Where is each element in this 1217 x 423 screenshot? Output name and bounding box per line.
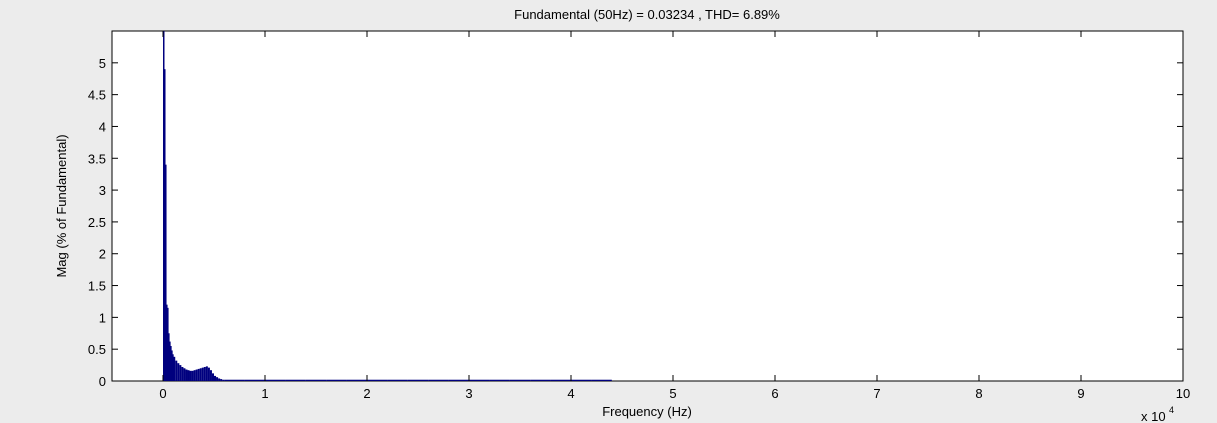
x-tick-label: 4 xyxy=(567,386,574,401)
bar xyxy=(207,367,210,381)
x-multiplier: x 10 xyxy=(1141,409,1166,423)
x-multiplier-exponent: 4 xyxy=(1169,405,1174,415)
bar xyxy=(170,346,172,381)
bar xyxy=(305,379,327,381)
bar xyxy=(591,379,612,381)
bar xyxy=(220,379,223,381)
bar xyxy=(187,370,190,381)
bar xyxy=(571,379,592,381)
bar xyxy=(265,379,286,381)
x-tick-label: 10 xyxy=(1176,386,1190,401)
bar xyxy=(193,370,196,381)
bar xyxy=(367,379,388,381)
bar xyxy=(222,379,225,381)
bar xyxy=(195,369,198,381)
y-tick-label: 0.5 xyxy=(88,342,106,357)
bar xyxy=(175,360,178,381)
bar xyxy=(509,379,531,381)
x-tick-label: 3 xyxy=(465,386,472,401)
y-tick-label: 4 xyxy=(99,119,106,134)
bar xyxy=(197,368,200,381)
bar xyxy=(469,379,490,381)
y-tick-label: 5 xyxy=(99,56,106,71)
bar xyxy=(173,356,176,381)
x-tick-label: 8 xyxy=(975,386,982,401)
bar xyxy=(189,370,192,381)
bar xyxy=(387,379,408,381)
bar xyxy=(209,370,212,381)
y-tick-label: 0 xyxy=(99,374,106,389)
bar xyxy=(244,379,265,381)
bar xyxy=(224,379,245,381)
bar xyxy=(530,379,551,381)
bar xyxy=(177,363,180,381)
x-tick-label: 0 xyxy=(159,386,166,401)
y-axis-label: Mag (% of Fundamental) xyxy=(54,134,69,277)
y-tick-label: 3 xyxy=(99,183,106,198)
bar xyxy=(168,333,170,381)
bar xyxy=(205,366,208,381)
bar xyxy=(216,377,219,381)
bar xyxy=(489,379,510,381)
x-tick-label: 9 xyxy=(1077,386,1084,401)
bar xyxy=(428,379,449,381)
bar xyxy=(214,375,217,381)
bar xyxy=(407,379,429,381)
y-tick-label: 3.5 xyxy=(88,151,106,166)
bar xyxy=(169,341,171,381)
y-tick-label: 1 xyxy=(99,310,106,325)
bar xyxy=(167,307,169,381)
bar xyxy=(179,365,182,381)
bar xyxy=(165,164,167,381)
bar xyxy=(183,368,186,381)
bar xyxy=(346,379,367,381)
y-tick-label: 2 xyxy=(99,247,106,262)
chart-title: Fundamental (50Hz) = 0.03234 , THD= 6.89… xyxy=(514,7,780,22)
bar xyxy=(181,367,184,381)
bar xyxy=(185,369,188,381)
bar xyxy=(191,370,194,381)
y-tick-label: 4.5 xyxy=(88,88,106,103)
bar xyxy=(201,367,204,381)
bar xyxy=(171,350,173,381)
bar xyxy=(218,378,221,381)
bar xyxy=(448,379,469,381)
y-tick-label: 1.5 xyxy=(88,279,106,294)
x-tick-label: 1 xyxy=(261,386,268,401)
bar xyxy=(166,304,168,381)
plot-area xyxy=(111,30,1184,382)
bar xyxy=(211,373,214,381)
bar xyxy=(199,368,202,381)
bars xyxy=(163,31,612,381)
bar xyxy=(164,69,166,381)
bar xyxy=(163,31,165,381)
bar xyxy=(203,367,206,381)
bar xyxy=(550,379,571,381)
bar xyxy=(285,379,306,381)
x-tick-label: 6 xyxy=(771,386,778,401)
y-tick-label: 2.5 xyxy=(88,215,106,230)
bar xyxy=(172,354,174,381)
bar xyxy=(326,379,347,381)
x-axis-label: Frequency (Hz) xyxy=(602,404,692,419)
x-tick-label: 5 xyxy=(669,386,676,401)
x-tick-label: 2 xyxy=(363,386,370,401)
x-tick-label: 7 xyxy=(873,386,880,401)
